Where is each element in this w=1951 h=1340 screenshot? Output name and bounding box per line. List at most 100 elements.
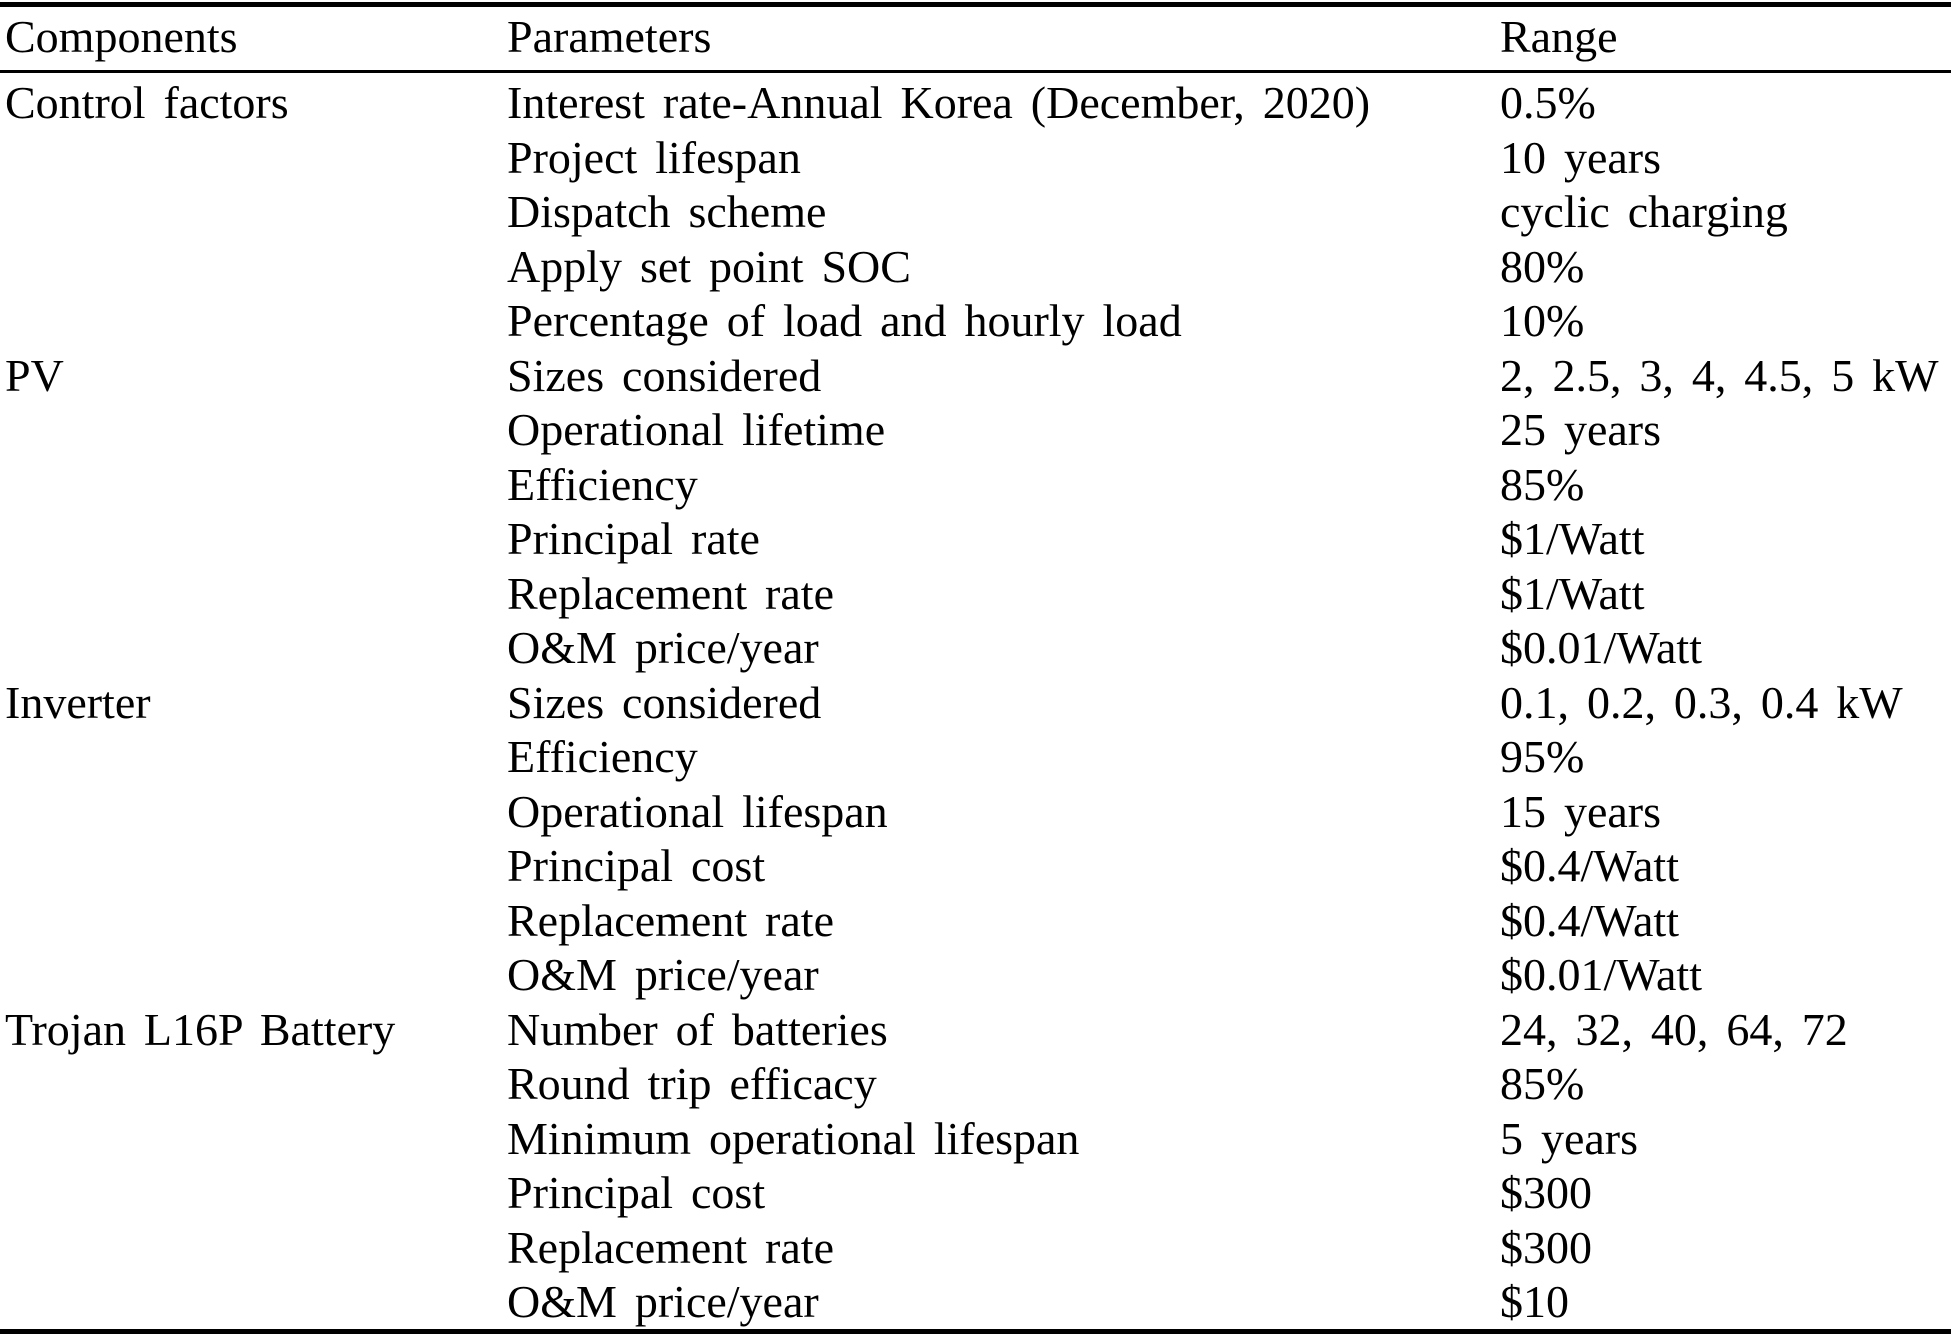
range-cell: $0.01/Watt <box>1500 949 1702 1000</box>
component-cell <box>0 730 507 785</box>
parameter-cell: O&M price/year <box>507 622 819 673</box>
range-cell: $0.01/Watt <box>1500 622 1702 673</box>
component-cell <box>0 1275 507 1330</box>
component-cell <box>0 403 507 458</box>
table-row: Efficiency 95% <box>0 730 1951 785</box>
parameter-cell: Apply set point SOC <box>507 240 911 292</box>
component-cell <box>0 185 507 240</box>
component-cell <box>0 1057 507 1112</box>
range-cell: 85% <box>1500 1058 1585 1109</box>
table-row: Principal cost $300 <box>0 1166 1951 1221</box>
component-cell <box>0 567 507 622</box>
table-row: O&M price/year $10 <box>0 1275 1951 1330</box>
range-cell: 0.1, 0.2, 0.3, 0.4 kW <box>1500 676 1903 728</box>
table-row: O&M price/year $0.01/Watt <box>0 948 1951 1003</box>
parameter-cell: Efficiency <box>507 731 698 782</box>
column-header-components: Components <box>5 11 238 62</box>
table-row: Principal cost $0.4/Watt <box>0 839 1951 894</box>
range-cell: 0.5% <box>1500 77 1596 128</box>
component-cell <box>0 839 507 894</box>
parameter-cell: Replacement rate <box>507 1221 834 1273</box>
table-bottom-rule <box>0 1329 1951 1334</box>
parameter-cell: Principal cost <box>507 840 766 891</box>
table-row: Replacement rate $300 <box>0 1221 1951 1276</box>
range-cell: 80% <box>1500 240 1585 292</box>
table-row: Efficiency 85% <box>0 458 1951 513</box>
parameter-cell: Efficiency <box>507 458 698 510</box>
component-cell <box>0 1112 507 1167</box>
table-row: Replacement rate $0.4/Watt <box>0 894 1951 949</box>
range-cell: $1/Watt <box>1500 567 1645 619</box>
parameter-cell: Replacement rate <box>507 894 834 946</box>
table-row: O&M price/year $0.01/Watt <box>0 621 1951 676</box>
table-row: Dispatch scheme cyclic charging <box>0 185 1951 240</box>
range-cell: $0.4/Watt <box>1500 840 1679 891</box>
parameter-cell: Principal rate <box>507 513 760 564</box>
component-cell: Trojan L16P Battery <box>5 1003 396 1055</box>
range-cell: 5 years <box>1500 1112 1638 1164</box>
range-cell: $1/Watt <box>1500 513 1645 564</box>
table-row: Trojan L16P Battery Number of batteries 24… <box>0 1003 1951 1058</box>
parameter-cell: Round trip efficacy <box>507 1058 877 1109</box>
range-cell: cyclic charging <box>1500 186 1788 237</box>
table-row: Operational lifetime 25 years <box>0 403 1951 458</box>
table-row: Inverter Sizes considered 0.1, 0.2, 0.3, 0… <box>0 676 1951 731</box>
parameter-cell: O&M price/year <box>507 949 819 1000</box>
parameter-cell: O&M price/year <box>507 1276 819 1327</box>
table-row: Replacement rate $1/Watt <box>0 567 1951 622</box>
component-cell <box>0 894 507 949</box>
parameter-cell: Percentage of load and hourly load <box>507 295 1182 346</box>
parameter-cell: Project lifespan <box>507 131 801 183</box>
table-top-rule <box>0 2 1951 7</box>
column-header-range: Range <box>1500 11 1618 62</box>
range-cell: $0.4/Watt <box>1500 894 1679 946</box>
range-cell: 2, 2.5, 3, 4, 4.5, 5 kW <box>1500 349 1939 401</box>
table-row: Control factors Interest rate-Annual Kore… <box>0 76 1951 131</box>
range-cell: 10 years <box>1500 131 1661 183</box>
table-header-rule <box>0 70 1951 73</box>
range-cell: 85% <box>1500 458 1585 510</box>
table-header-row: Components Parameters Range <box>0 4 1951 70</box>
parameter-cell: Number of batteries <box>507 1003 888 1055</box>
parameter-cell: Principal cost <box>507 1167 766 1218</box>
component-cell <box>0 512 507 567</box>
column-header-parameters: Parameters <box>507 11 712 62</box>
component-cell <box>0 1166 507 1221</box>
parameter-cell: Minimum operational lifespan <box>507 1112 1080 1164</box>
component-cell <box>0 948 507 1003</box>
component-cell <box>0 621 507 676</box>
component-cell <box>0 131 507 186</box>
range-cell: $10 <box>1500 1276 1569 1327</box>
parameter-cell: Operational lifespan <box>507 785 888 837</box>
range-cell: 25 years <box>1500 404 1661 455</box>
parameter-cell: Operational lifetime <box>507 404 886 455</box>
range-cell: $300 <box>1500 1167 1592 1218</box>
parameter-cell: Sizes considered <box>507 676 822 728</box>
table-row: Round trip efficacy 85% <box>0 1057 1951 1112</box>
table-row: Project lifespan 10 years <box>0 131 1951 186</box>
table-row: PV Sizes considered 2, 2.5, 3, 4, 4.5, 5 k… <box>0 349 1951 404</box>
table-row: Operational lifespan 15 years <box>0 785 1951 840</box>
range-cell: 15 years <box>1500 785 1661 837</box>
range-cell: 95% <box>1500 731 1585 782</box>
component-cell <box>0 240 507 295</box>
table-row: Apply set point SOC 80% <box>0 240 1951 295</box>
component-cell: Inverter <box>5 676 151 728</box>
parameter-cell: Sizes considered <box>507 349 822 401</box>
range-cell: 24, 32, 40, 64, 72 <box>1500 1003 1848 1055</box>
table-row: Minimum operational lifespan 5 years <box>0 1112 1951 1167</box>
component-cell: PV <box>5 349 64 401</box>
table-row: Principal rate $1/Watt <box>0 512 1951 567</box>
table-body: Control factors Interest rate-Annual Kore… <box>0 76 1951 1330</box>
component-cell: Control factors <box>5 77 289 128</box>
component-cell <box>0 1221 507 1276</box>
parameter-cell: Replacement rate <box>507 567 834 619</box>
component-cell <box>0 294 507 349</box>
range-cell: $300 <box>1500 1221 1592 1273</box>
range-cell: 10% <box>1500 295 1585 346</box>
parameter-cell: Dispatch scheme <box>507 186 827 237</box>
component-cell <box>0 458 507 513</box>
parameter-cell: Interest rate-Annual Korea (December, 20… <box>507 77 1371 128</box>
component-cell <box>0 785 507 840</box>
